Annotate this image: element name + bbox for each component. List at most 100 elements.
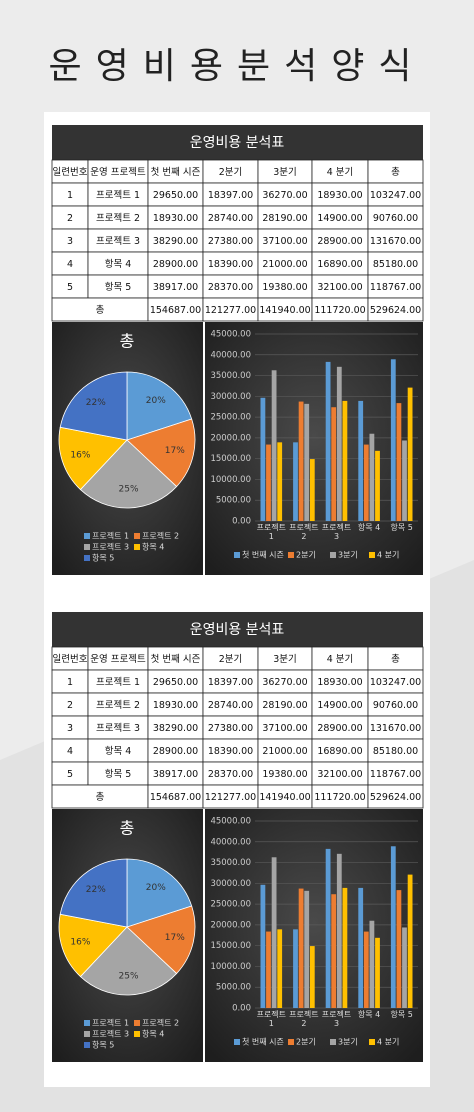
table-title-bar [52,612,423,647]
legend-swatch [84,544,90,550]
legend-swatch [84,1042,90,1048]
y-tick-label: 0.00 [232,1004,251,1014]
bar [375,450,380,521]
cell-text: 103247.00 [370,677,421,688]
legend-label: 4 분기 [377,1038,399,1047]
legend-label: 항목 4 [142,543,164,552]
bar [277,929,283,1008]
legend-swatch [84,533,90,539]
cell-text: 18397.00 [208,677,253,688]
x-tick-label: 프로젝트 2 [289,1010,319,1028]
cell-text: 첫 번째 시즌 [151,654,201,665]
cell-text: 29650.00 [153,677,198,688]
legend-swatch [288,1039,294,1045]
cell-text: 항목 4 [105,746,132,757]
x-label-box: 항목 4 [358,1010,380,1019]
legend-label: 3분기 [338,551,358,560]
cell-text: 19380.00 [262,282,307,293]
pie-label: 16% [70,938,90,948]
pie-slice [58,426,128,491]
cell-text: 28370.00 [208,769,253,780]
pie-label: 20% [146,883,166,893]
bar [390,359,396,521]
legend-label: 첫 번째 시즌 [242,551,284,560]
bar [369,920,375,1008]
cell-text: 총 [391,654,400,665]
bar [375,937,380,1008]
cell-text: 18390.00 [208,746,253,757]
table-cell [367,784,424,809]
cell-text: 18930.00 [317,190,362,201]
legend-swatch [288,552,294,558]
cell-text: 항목 5 [105,769,132,780]
y-tick-label: 35000.00 [210,858,251,868]
x-label-box: 프로젝트 3 [322,523,351,541]
bar [396,890,402,1008]
cell-text: 2 [67,213,73,224]
legend-swatch [369,1039,375,1045]
bar [260,397,266,521]
bar [363,444,369,521]
cell-text: 154687.00 [150,305,201,316]
pie-slice [79,439,178,509]
pie-label: 17% [165,933,185,943]
cell-text: 38917.00 [153,282,198,293]
y-tick-label: 45000.00 [210,817,251,827]
legend-swatch [134,1031,140,1037]
cell-text: 16890.00 [317,746,362,757]
pie-label: 20% [146,396,166,406]
cell-text: 총 [391,167,400,178]
legend-swatch [84,1031,90,1037]
cell-text: 28900.00 [317,723,362,734]
legend-label: 프로젝트 1 [92,531,129,541]
cell-text: 18390.00 [208,259,253,270]
cell-text: 14900.00 [317,213,362,224]
y-tick-label: 10000.00 [210,962,251,972]
cell-text: 141940.00 [259,792,310,803]
pie-title: 총 [120,819,135,838]
x-tick-label: 항목 5 [390,1010,413,1019]
legend-label: 항목 4 [142,1030,164,1039]
cell-text: 28900.00 [153,746,198,757]
cell-text: 4 [67,259,73,270]
bar [358,887,364,1008]
bar [358,400,364,521]
legend-swatch [234,552,240,558]
cell-text: 28900.00 [317,236,362,247]
cell-text: 총 [96,305,105,316]
cell-text: 1 [67,677,73,688]
pie-slice [126,905,196,975]
y-tick-label: 30000.00 [210,392,251,402]
bar [304,890,310,1008]
bar [402,927,407,1008]
y-tick-label: 25000.00 [210,900,251,910]
cell-text: 28740.00 [208,700,253,711]
bar [325,361,331,521]
cell-text: 121277.00 [205,305,256,316]
y-tick-label: 5000.00 [216,496,251,506]
cell-text: 운영 프로젝트 [90,167,146,178]
legend-label: 프로젝트 3 [92,542,129,552]
legend-swatch [134,1020,140,1026]
legend-swatch [84,555,90,561]
bar [402,440,407,521]
cell-text: 프로젝트 1 [96,190,140,201]
pie-label: 25% [119,484,139,494]
pie-title: 총 [120,332,135,351]
bar [271,370,277,521]
page-title: 운영비용분석양식 [49,46,426,87]
cell-text: 5 [67,769,73,780]
legend-label: 프로젝트 1 [92,1018,129,1028]
legend-label: 프로젝트 2 [142,531,179,541]
cell-text: 90760.00 [373,213,418,224]
cell-text: 38290.00 [153,723,198,734]
bar [293,442,298,521]
cell-text: 111720.00 [314,792,365,803]
x-tick-label: 프로젝트 1 [256,1010,287,1028]
cell-text: 16890.00 [317,259,362,270]
cell-text: 118767.00 [370,769,421,780]
pie-slice [126,371,193,441]
cell-text: 운영 프로젝트 [90,654,146,665]
cell-text: 28370.00 [208,282,253,293]
cell-text: 18930.00 [153,700,198,711]
